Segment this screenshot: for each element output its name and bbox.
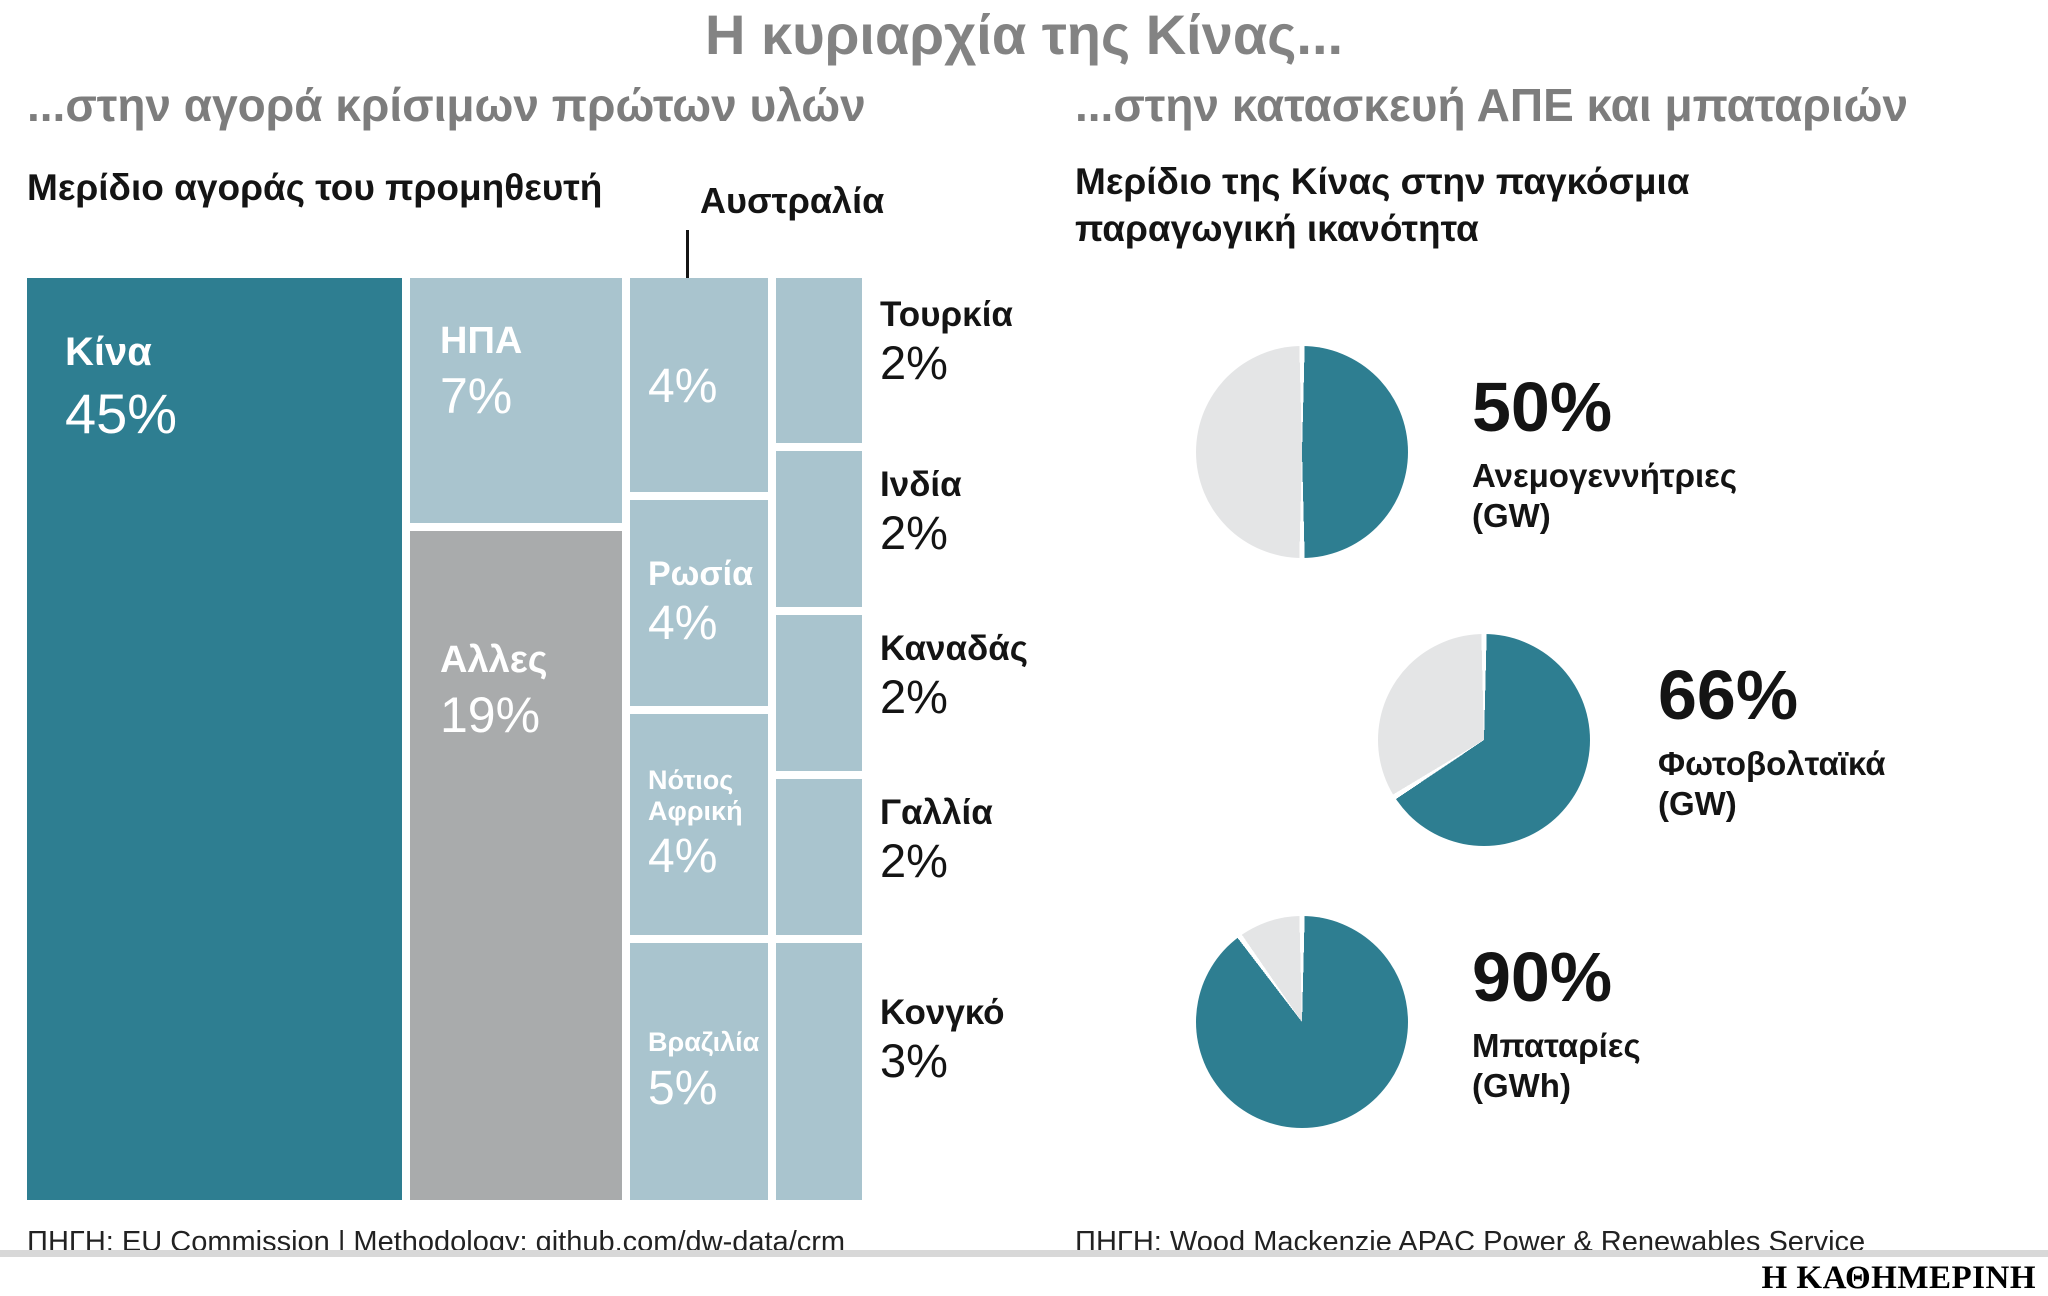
pie-category: Μπαταρίες (1472, 1027, 1641, 1064)
treemap-block-india (776, 451, 862, 607)
side-label-canada: Καναδάς 2% (880, 629, 1028, 723)
pie-chart-photovoltaics (1378, 634, 1590, 846)
pies-heading: Μερίδιο της Κίνας στην παγκόσμια παραγωγ… (1075, 161, 1690, 250)
page-title: Η κυριαρχία της Κίνας... (704, 3, 1344, 66)
country-name: Καναδάς (880, 629, 1028, 668)
pie-label-batteries: 90% Μπαταρίες (GWh) (1472, 942, 1641, 1105)
country-value: 2% (880, 669, 948, 723)
pie-value: 50% (1472, 368, 1613, 446)
treemap-block-congo (776, 943, 862, 1200)
country-value: 2% (880, 335, 948, 389)
treemap-block-usa: ΗΠΑ 7% (410, 278, 622, 523)
pie-chart-wind-turbines (1196, 346, 1408, 558)
block-label: Νότιος Αφρική (648, 764, 743, 826)
pie-label-wind-turbines: 50% Ανεμογεννήτριες (GW) (1472, 372, 1737, 535)
block-value: 4% (648, 359, 718, 413)
block-label: Ρωσία (648, 554, 754, 593)
pie-label-photovoltaics: 66% Φωτοβολταϊκά (GW) (1658, 660, 1886, 823)
pie-chart-batteries (1196, 916, 1408, 1128)
pie-value: 66% (1658, 656, 1799, 734)
callout-label-australia: Αυστραλία (700, 180, 885, 221)
left-panel-subtitle: ...στην αγορά κρίσιμων πρώτων υλών (27, 79, 866, 131)
treemap-block-france (776, 779, 862, 935)
country-name: Κονγκό (880, 993, 1005, 1032)
pie-unit: (GW) (1472, 496, 1551, 534)
treemap-block-china: Κίνα 45% (27, 278, 402, 1200)
callout-line (686, 230, 689, 292)
country-name: Γαλλία (880, 793, 993, 832)
block-label: Βραζιλία (648, 1027, 760, 1058)
pie-unit: (GWh) (1472, 1066, 1571, 1104)
treemap-block-australia: 4% (630, 278, 768, 492)
block-value: 19% (440, 687, 541, 743)
right-panel-subtitle: ...στην κατασκευή ΑΠΕ και μπαταριών (1075, 79, 1909, 131)
country-name: Ινδία (880, 465, 962, 504)
pie-unit: (GW) (1658, 784, 1737, 822)
treemap-heading: Μερίδιο αγοράς του προμηθευτή (27, 167, 603, 208)
treemap-block-brazil: Βραζιλία 5% (630, 943, 768, 1200)
treemap-block-south-africa: Νότιος Αφρική 4% (630, 714, 768, 935)
treemap-block-russia: Ρωσία 4% (630, 500, 768, 706)
side-label-india: Ινδία 2% (880, 465, 962, 559)
country-name: Τουρκία (880, 295, 1013, 334)
publisher-logo: Η ΚΑΘΗΜΕΡΙΝΗ (1761, 1260, 2036, 1296)
block-label: ΗΠΑ (440, 320, 523, 362)
treemap-block-others: Αλλες 19% (410, 531, 622, 1200)
block-label: Κίνα (65, 330, 152, 374)
country-value: 2% (880, 505, 948, 559)
country-value: 2% (880, 833, 948, 887)
block-label: Αλλες (440, 639, 548, 681)
footer-divider (0, 1250, 2048, 1257)
country-value: 3% (880, 1033, 948, 1087)
block-value: 5% (648, 1061, 718, 1115)
block-value: 4% (648, 830, 718, 884)
pie-value: 90% (1472, 938, 1613, 1016)
pie-category: Ανεμογεννήτριες (1472, 457, 1737, 494)
side-label-france: Γαλλία 2% (880, 793, 993, 887)
block-value: 4% (648, 597, 718, 651)
side-label-turkey: Τουρκία 2% (880, 295, 1013, 389)
treemap-block-turkey (776, 278, 862, 443)
side-label-congo: Κονγκό 3% (880, 993, 1005, 1087)
pie-category: Φωτοβολταϊκά (1658, 745, 1886, 782)
treemap-block-canada (776, 615, 862, 771)
block-value: 45% (65, 382, 178, 445)
block-value: 7% (440, 368, 513, 424)
